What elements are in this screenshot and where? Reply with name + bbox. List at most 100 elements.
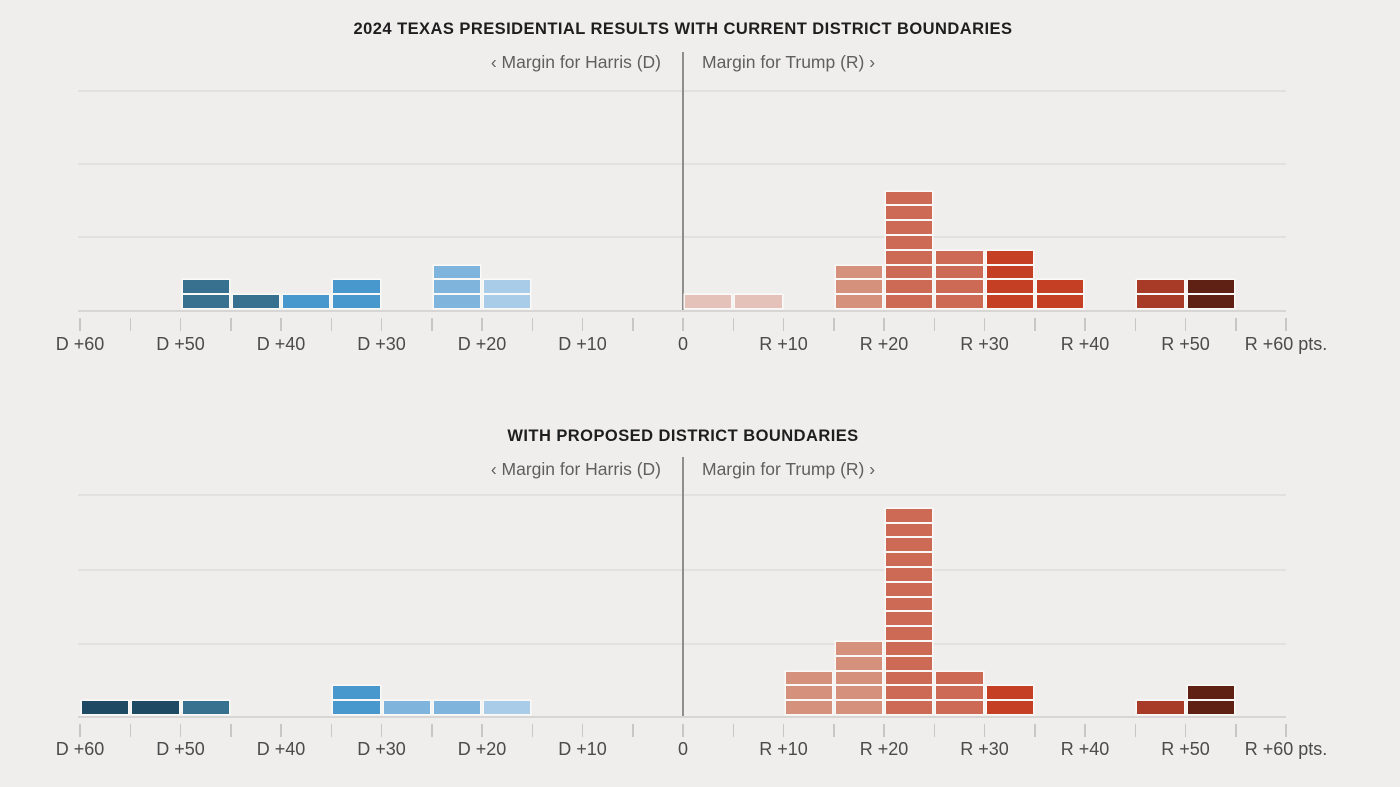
district-unit-square (886, 235, 933, 249)
district-unit-square (835, 642, 882, 655)
x-axis-baseline (78, 310, 1286, 312)
district-unit-square (835, 701, 882, 714)
district-unit-square (333, 686, 380, 700)
axis-tick (983, 318, 986, 331)
district-unit-square (986, 295, 1033, 308)
axis-tick-label: D +50 (156, 739, 205, 759)
histogram-bar (333, 280, 380, 308)
district-unit-square (835, 280, 882, 294)
district-unit-square (735, 295, 782, 308)
axis-tick (1184, 724, 1187, 737)
trump-margin-label: Margin for Trump (R) › (702, 459, 876, 479)
district-unit-square (333, 280, 380, 294)
district-unit-square (484, 295, 531, 308)
axis-tick (933, 318, 935, 331)
axis-tick (1285, 724, 1287, 737)
axis-tick-label: D +30 (357, 739, 406, 759)
axis-tick-label: 0 (677, 334, 688, 354)
axis-tick-label: R +20 (859, 334, 909, 354)
axis-tick (581, 724, 584, 737)
histogram-bar (1187, 686, 1234, 714)
axis-tick-label: R +10 (759, 739, 808, 759)
district-unit-square (433, 701, 480, 714)
district-unit-square (886, 641, 933, 655)
histogram-bar (936, 671, 983, 714)
axis-tick (129, 318, 131, 331)
axis-tick (79, 724, 81, 737)
gridline (78, 494, 1286, 496)
axis-tick (431, 318, 433, 331)
district-unit-square (835, 295, 882, 308)
district-unit-square (886, 538, 933, 552)
axis-tick (1034, 724, 1036, 737)
district-unit-square (1187, 686, 1234, 700)
axis-tick-label: R +60 pts. (1244, 739, 1328, 759)
axis-tick-label: D +40 (256, 739, 306, 759)
district-unit-square (886, 221, 933, 234)
histogram-bar (484, 701, 531, 714)
axis-tick-label: D +40 (256, 334, 306, 354)
axis-tick (481, 724, 483, 737)
gridline (78, 163, 1286, 165)
axis-tick (431, 724, 433, 737)
district-unit-square (886, 656, 933, 670)
gridline (78, 569, 1286, 571)
zero-axis-line (682, 52, 684, 310)
axis-tick-label: D +30 (357, 334, 406, 354)
district-unit-square (886, 627, 933, 640)
axis-tick-label: D +20 (457, 739, 507, 759)
chart-title-current-boundaries: 2024 TEXAS PRESIDENTIAL RESULTS WITH CUR… (353, 20, 1013, 38)
axis-tick (1285, 318, 1287, 331)
district-unit-square (484, 280, 531, 294)
histogram-bar (182, 701, 229, 714)
district-unit-square (835, 656, 882, 670)
district-unit-square (886, 295, 933, 308)
district-unit-square (1036, 280, 1083, 294)
axis-tick (179, 724, 182, 737)
district-unit-square (886, 265, 933, 279)
axis-tick-label: D +20 (457, 334, 507, 354)
district-unit-square (886, 553, 933, 566)
district-unit-square (936, 671, 983, 685)
district-unit-square (886, 686, 933, 700)
histogram-bar (1137, 701, 1184, 714)
axis-tick-label: D +10 (558, 739, 607, 759)
district-unit-square (82, 701, 129, 714)
histogram-bar (383, 701, 430, 714)
district-unit-square (886, 671, 933, 685)
histogram-bar (986, 250, 1033, 308)
axis-tick (732, 318, 734, 331)
axis-tick (682, 318, 684, 331)
axis-tick (481, 318, 483, 331)
histogram-bar (886, 508, 933, 714)
district-unit-square (333, 701, 380, 714)
axis-tick-label: D +50 (156, 334, 205, 354)
district-unit-square (936, 295, 983, 308)
axis-tick-label: 0 (677, 739, 688, 759)
axis-tick (380, 724, 383, 737)
gridline (78, 236, 1286, 238)
axis-tick (1235, 318, 1237, 331)
histogram-bar (1137, 280, 1184, 308)
axis-tick (732, 724, 734, 737)
histogram-bar (1036, 280, 1083, 308)
district-unit-square (886, 206, 933, 220)
axis-tick (833, 724, 835, 737)
harris-margin-label: ‹ Margin for Harris (D) (490, 459, 661, 479)
axis-tick-label: R +30 (960, 739, 1009, 759)
district-unit-square (1137, 280, 1184, 294)
district-unit-square (383, 701, 430, 714)
histogram-bar (484, 280, 531, 308)
axis-tick (230, 724, 232, 737)
axis-tick (1084, 318, 1086, 331)
axis-tick (330, 318, 332, 331)
district-unit-square (886, 508, 933, 522)
histogram-bar (433, 265, 480, 308)
district-unit-square (785, 701, 832, 714)
district-unit-square (986, 265, 1033, 279)
district-unit-square (182, 280, 229, 294)
axis-tick (682, 724, 684, 737)
axis-tick-label: D +60 (55, 739, 105, 759)
x-axis-baseline (78, 716, 1286, 718)
